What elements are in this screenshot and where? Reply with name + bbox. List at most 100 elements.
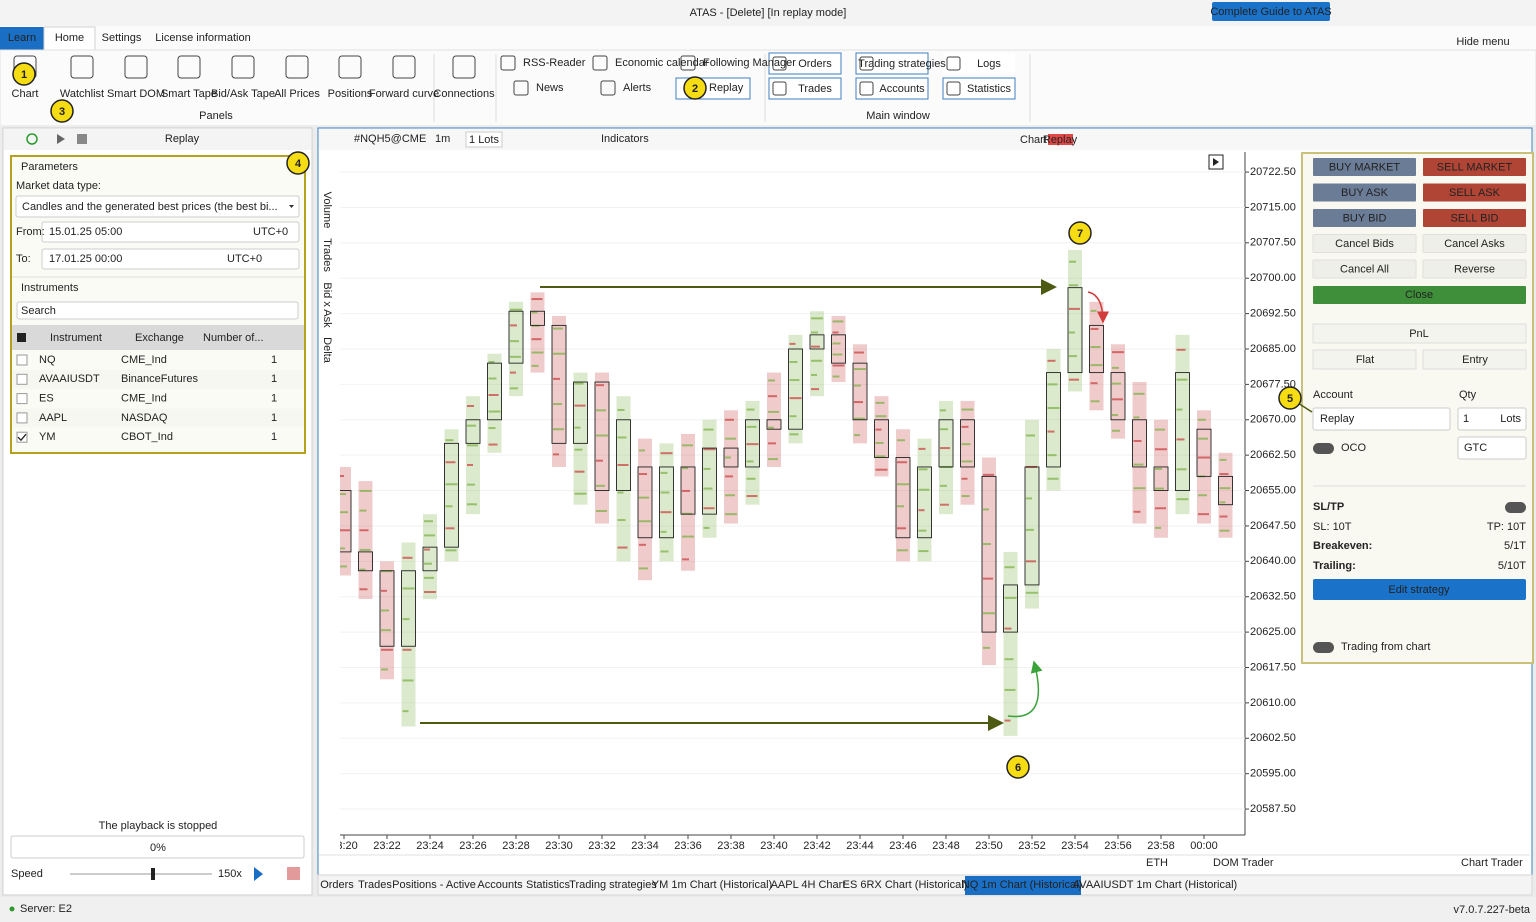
ribbon-icon[interactable] bbox=[592, 55, 608, 71]
chart-trader-button[interactable]: Chart Trader bbox=[1461, 857, 1523, 869]
order-button[interactable] bbox=[1313, 209, 1416, 227]
ribbon-button[interactable]: Connections bbox=[433, 88, 495, 100]
close-button[interactable] bbox=[1313, 286, 1526, 304]
entry-box[interactable] bbox=[1422, 349, 1527, 370]
main-window-label[interactable]: Trades bbox=[798, 83, 832, 95]
side-panel-label[interactable]: Volume bbox=[321, 192, 333, 229]
ribbon-icon[interactable] bbox=[500, 55, 516, 71]
ribbon-icon[interactable] bbox=[513, 80, 529, 96]
main-window-button[interactable] bbox=[768, 52, 842, 75]
document-tab[interactable]: Positions - Active bbox=[392, 879, 476, 891]
main-window-button[interactable] bbox=[768, 77, 842, 100]
indicators-button[interactable]: Indicators bbox=[601, 133, 649, 145]
main-window-button[interactable] bbox=[855, 77, 929, 100]
main-window-button[interactable] bbox=[943, 53, 1015, 74]
table-row[interactable] bbox=[12, 350, 304, 370]
order-button-label[interactable]: Cancel Asks bbox=[1444, 238, 1505, 250]
document-tab[interactable]: Accounts bbox=[477, 879, 523, 891]
ribbon-icon[interactable] bbox=[338, 55, 362, 79]
order-button-label[interactable]: BUY ASK bbox=[1341, 187, 1389, 199]
menu-tab-bg[interactable] bbox=[0, 27, 44, 50]
ribbon-icon[interactable] bbox=[124, 55, 148, 79]
checkbox[interactable] bbox=[16, 354, 28, 366]
active-tab[interactable] bbox=[965, 876, 1081, 895]
qty-value[interactable]: 1 bbox=[1463, 413, 1469, 425]
ribbon-button[interactable]: Watchlist bbox=[60, 88, 104, 100]
flat-box[interactable] bbox=[1312, 349, 1417, 370]
main-window-label[interactable]: Statistics bbox=[967, 83, 1012, 95]
ribbon-icon[interactable] bbox=[70, 55, 94, 79]
search-placeholder[interactable]: Search bbox=[21, 305, 56, 317]
document-tab[interactable]: Trading strategies bbox=[569, 879, 657, 891]
stop-icon[interactable] bbox=[77, 134, 87, 144]
entry-label[interactable]: Entry bbox=[1462, 354, 1488, 366]
order-button-label[interactable]: Cancel Bids bbox=[1335, 238, 1394, 250]
date-input[interactable] bbox=[41, 221, 300, 243]
search-box[interactable] bbox=[16, 301, 299, 320]
play-icon[interactable] bbox=[57, 134, 65, 144]
order-button[interactable] bbox=[1313, 183, 1416, 202]
order-button-label[interactable]: BUY BID bbox=[1343, 212, 1387, 224]
ribbon-small-button[interactable]: News bbox=[536, 82, 564, 94]
order-button[interactable] bbox=[1312, 234, 1417, 253]
order-button-label[interactable]: Reverse bbox=[1454, 263, 1495, 275]
document-tab[interactable]: Orders bbox=[320, 879, 354, 891]
checkbox[interactable] bbox=[16, 431, 28, 443]
trade-from-chart-toggle[interactable] bbox=[1313, 642, 1334, 653]
column-header[interactable]: Number of... bbox=[203, 332, 264, 344]
order-button-label[interactable]: BUY MARKET bbox=[1329, 161, 1401, 173]
ribbon-button[interactable]: All Prices bbox=[274, 88, 320, 100]
menu-tab[interactable]: Home bbox=[55, 32, 84, 44]
side-panel-label[interactable]: Bid x Ask bbox=[321, 282, 333, 328]
tif-select[interactable] bbox=[1457, 436, 1527, 460]
order-button[interactable] bbox=[1422, 234, 1527, 253]
ribbon-small-button[interactable]: Following Manager bbox=[703, 57, 796, 69]
ribbon-button[interactable]: Smart Tape bbox=[161, 88, 217, 100]
date-value[interactable]: 17.01.25 00:00 bbox=[49, 253, 122, 265]
table-row[interactable] bbox=[12, 389, 304, 409]
document-tab[interactable]: Statistics bbox=[526, 879, 571, 891]
hide-menu[interactable]: Hide menu bbox=[1456, 36, 1509, 48]
document-tab[interactable]: NQ 1m Chart (Historical) bbox=[962, 879, 1082, 891]
ribbon-small-button[interactable]: Replay bbox=[709, 82, 744, 94]
ribbon-icon[interactable] bbox=[452, 55, 476, 79]
ribbon-small-button[interactable]: Alerts bbox=[623, 82, 652, 94]
order-button[interactable] bbox=[1423, 183, 1526, 202]
stop-button[interactable] bbox=[287, 867, 300, 880]
menu-tab[interactable]: License information bbox=[155, 32, 250, 44]
power-icon[interactable] bbox=[26, 133, 38, 145]
guide-button-label[interactable]: Complete Guide to ATAS bbox=[1210, 6, 1331, 18]
ribbon-button[interactable]: Chart bbox=[12, 88, 39, 100]
select-value[interactable]: Candles and the generated best prices (t… bbox=[22, 201, 278, 213]
table-row[interactable] bbox=[12, 427, 304, 447]
order-button[interactable] bbox=[1422, 259, 1527, 279]
order-button-label[interactable]: SELL MARKET bbox=[1437, 161, 1513, 173]
checkbox[interactable] bbox=[16, 393, 28, 405]
date-value[interactable]: 15.01.25 05:00 bbox=[49, 226, 122, 238]
session-selector[interactable]: ETH bbox=[1146, 857, 1168, 869]
order-button-label[interactable]: SELL ASK bbox=[1449, 187, 1501, 199]
document-tab[interactable]: YM 1m Chart (Historical) bbox=[652, 879, 772, 891]
main-window-label[interactable]: Logs bbox=[977, 58, 1001, 70]
close-button-label[interactable]: Close bbox=[1405, 289, 1433, 301]
ribbon-button[interactable]: Positions bbox=[328, 88, 373, 100]
ribbon-icon[interactable] bbox=[680, 55, 696, 71]
order-button[interactable] bbox=[1423, 209, 1526, 227]
document-tab[interactable]: AVAAIUSDT 1m Chart (Historical) bbox=[1073, 879, 1237, 891]
menu-tab[interactable]: Settings bbox=[102, 32, 142, 44]
ribbon-icon[interactable] bbox=[392, 55, 416, 79]
qty-input[interactable] bbox=[1457, 407, 1527, 431]
flat-label[interactable]: Flat bbox=[1356, 354, 1374, 366]
ribbon-icon[interactable] bbox=[231, 55, 255, 79]
side-panel-label[interactable]: Trades bbox=[321, 238, 333, 272]
ribbon-small-button[interactable]: Economic calendar bbox=[615, 57, 709, 69]
column-header[interactable]: Instrument bbox=[50, 332, 102, 344]
main-window-label[interactable]: Trading strategies bbox=[858, 58, 946, 70]
account-value[interactable]: Replay bbox=[1320, 413, 1355, 425]
checkbox-all[interactable] bbox=[17, 333, 26, 342]
play-button[interactable] bbox=[254, 867, 263, 881]
timezone[interactable]: UTC+0 bbox=[253, 226, 288, 238]
edit-strategy-label[interactable]: Edit strategy bbox=[1388, 584, 1450, 596]
main-window-button[interactable] bbox=[942, 77, 1016, 100]
chart-timeframe[interactable]: 1m bbox=[435, 133, 450, 145]
